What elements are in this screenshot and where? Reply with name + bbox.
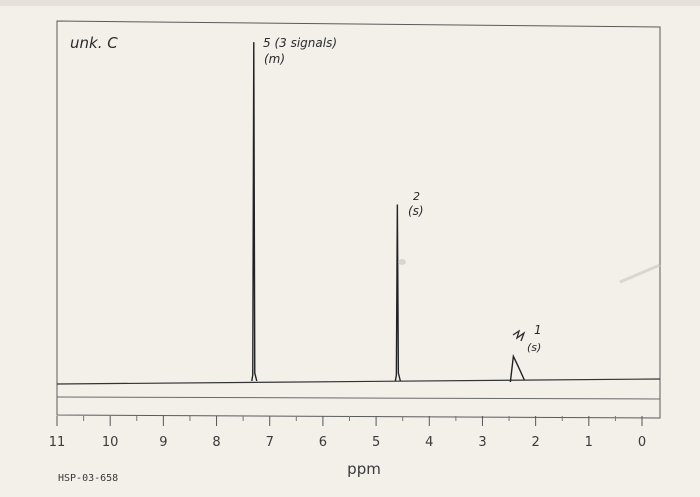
paper-streak bbox=[619, 263, 661, 284]
peak-annotation-2-line-2: (s) bbox=[408, 204, 424, 218]
x-tick-label-2: 2 bbox=[531, 435, 539, 450]
peak-annotation-1-line-2: (m) bbox=[264, 52, 285, 66]
spectrum-peak-3 bbox=[509, 353, 526, 383]
peak-annotation-2-line-1: 2 bbox=[413, 190, 420, 203]
scribble-mark bbox=[512, 329, 526, 342]
x-tick-label-10: 10 bbox=[102, 435, 119, 450]
spectrum-peak-1 bbox=[251, 42, 258, 382]
footer-code: HSP-03-658 bbox=[58, 473, 118, 484]
x-tick-label-11: 11 bbox=[49, 435, 66, 450]
peak-annotation-1-line-1: 5 (3 signals) bbox=[263, 36, 337, 50]
plot-frame bbox=[56, 20, 661, 419]
x-tick-label-0: 0 bbox=[638, 435, 646, 450]
scale-band-line bbox=[56, 396, 661, 400]
spectrum-peak-2 bbox=[394, 204, 402, 382]
spectrum-baseline bbox=[56, 378, 661, 385]
x-tick-label-3: 3 bbox=[478, 435, 486, 450]
x-tick-label-7: 7 bbox=[266, 435, 274, 450]
x-axis-label: ppm bbox=[347, 460, 381, 478]
x-tick-label-4: 4 bbox=[425, 435, 433, 450]
x-tick-label-6: 6 bbox=[319, 435, 327, 450]
x-tick-label-1: 1 bbox=[585, 435, 593, 450]
x-axis-ticks: 11 10 9 8 7 6 5 4 3 2 1 0 bbox=[49, 416, 646, 450]
paper-shadow-top bbox=[0, 0, 700, 6]
paper-stain bbox=[398, 259, 406, 265]
chart-title: unk. C bbox=[70, 34, 118, 52]
peaks-layer bbox=[251, 42, 526, 383]
x-tick-label-5: 5 bbox=[372, 435, 380, 450]
x-tick-label-8: 8 bbox=[212, 435, 220, 450]
peak-annotation-3-line-2: (s) bbox=[527, 341, 541, 354]
peak-annotation-3-line-1: 1 bbox=[534, 323, 542, 337]
x-tick-label-9: 9 bbox=[159, 435, 167, 450]
